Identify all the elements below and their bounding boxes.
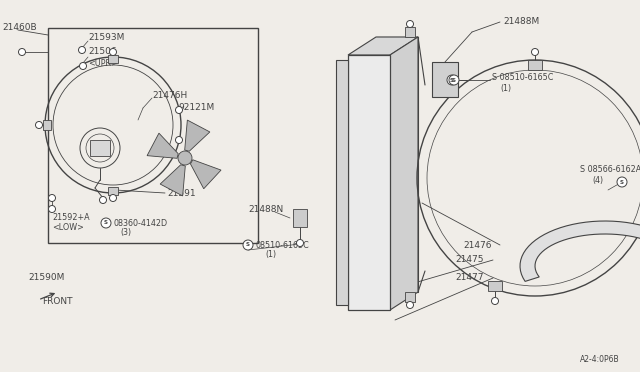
Text: 21506: 21506 — [88, 48, 116, 57]
Circle shape — [49, 205, 56, 212]
Circle shape — [175, 137, 182, 144]
Text: (1): (1) — [265, 250, 276, 260]
Bar — [405, 27, 415, 37]
Text: 21477: 21477 — [455, 273, 483, 282]
Circle shape — [617, 177, 627, 187]
Bar — [43, 120, 51, 130]
Bar — [108, 187, 118, 195]
Text: S: S — [246, 243, 250, 247]
Bar — [48, 28, 258, 243]
Bar — [293, 209, 307, 227]
Polygon shape — [147, 133, 178, 158]
Polygon shape — [348, 37, 418, 55]
Circle shape — [109, 48, 116, 55]
Circle shape — [449, 75, 459, 85]
Text: A2-4:0P6B: A2-4:0P6B — [580, 356, 620, 365]
Circle shape — [99, 196, 106, 203]
Text: 21592+A: 21592+A — [52, 214, 90, 222]
Text: 21591: 21591 — [167, 189, 196, 198]
Text: S 08566-6162A: S 08566-6162A — [580, 166, 640, 174]
Bar — [405, 292, 415, 302]
Circle shape — [49, 195, 56, 202]
Text: <LOW>: <LOW> — [52, 224, 84, 232]
Text: 92121M: 92121M — [178, 103, 214, 112]
Circle shape — [447, 75, 457, 85]
Circle shape — [406, 301, 413, 308]
Circle shape — [79, 62, 86, 70]
Text: S: S — [104, 221, 108, 225]
Circle shape — [531, 48, 538, 55]
Bar — [528, 60, 542, 70]
Polygon shape — [185, 120, 210, 151]
Circle shape — [243, 240, 253, 250]
Circle shape — [178, 151, 192, 165]
Circle shape — [35, 122, 42, 128]
Text: 21475: 21475 — [455, 256, 483, 264]
Text: (3): (3) — [120, 228, 131, 237]
Circle shape — [175, 106, 182, 113]
Text: 08360-4142D: 08360-4142D — [113, 218, 167, 228]
Text: S: S — [450, 77, 454, 83]
Text: 21476H: 21476H — [152, 90, 188, 99]
Text: (4): (4) — [592, 176, 603, 185]
Text: S: S — [620, 180, 624, 185]
Circle shape — [296, 240, 303, 247]
Text: 21488N: 21488N — [248, 205, 284, 215]
Text: 21488M: 21488M — [503, 17, 540, 26]
Text: 08510-6165C: 08510-6165C — [256, 241, 310, 250]
Polygon shape — [390, 37, 418, 310]
Bar — [336, 60, 348, 305]
Bar — [90, 140, 110, 156]
Text: 21590M: 21590M — [28, 273, 65, 282]
Circle shape — [406, 20, 413, 28]
Text: 21476: 21476 — [463, 241, 492, 250]
Bar — [488, 281, 502, 291]
Circle shape — [109, 195, 116, 202]
Circle shape — [492, 298, 499, 305]
Circle shape — [101, 218, 111, 228]
Polygon shape — [160, 165, 186, 196]
Text: 21460B: 21460B — [2, 23, 36, 32]
Text: (1): (1) — [500, 83, 511, 93]
Text: 21593M: 21593M — [88, 33, 124, 42]
Bar — [108, 55, 118, 63]
Text: S 08510-6165C: S 08510-6165C — [492, 73, 554, 81]
Polygon shape — [376, 37, 418, 292]
Circle shape — [79, 46, 86, 54]
Circle shape — [19, 48, 26, 55]
Text: <UPR>: <UPR> — [88, 58, 118, 67]
Bar — [348, 55, 390, 310]
Polygon shape — [520, 221, 640, 281]
Text: S: S — [452, 77, 456, 83]
Bar — [432, 62, 458, 97]
Polygon shape — [191, 160, 221, 189]
Text: FRONT: FRONT — [42, 298, 72, 307]
